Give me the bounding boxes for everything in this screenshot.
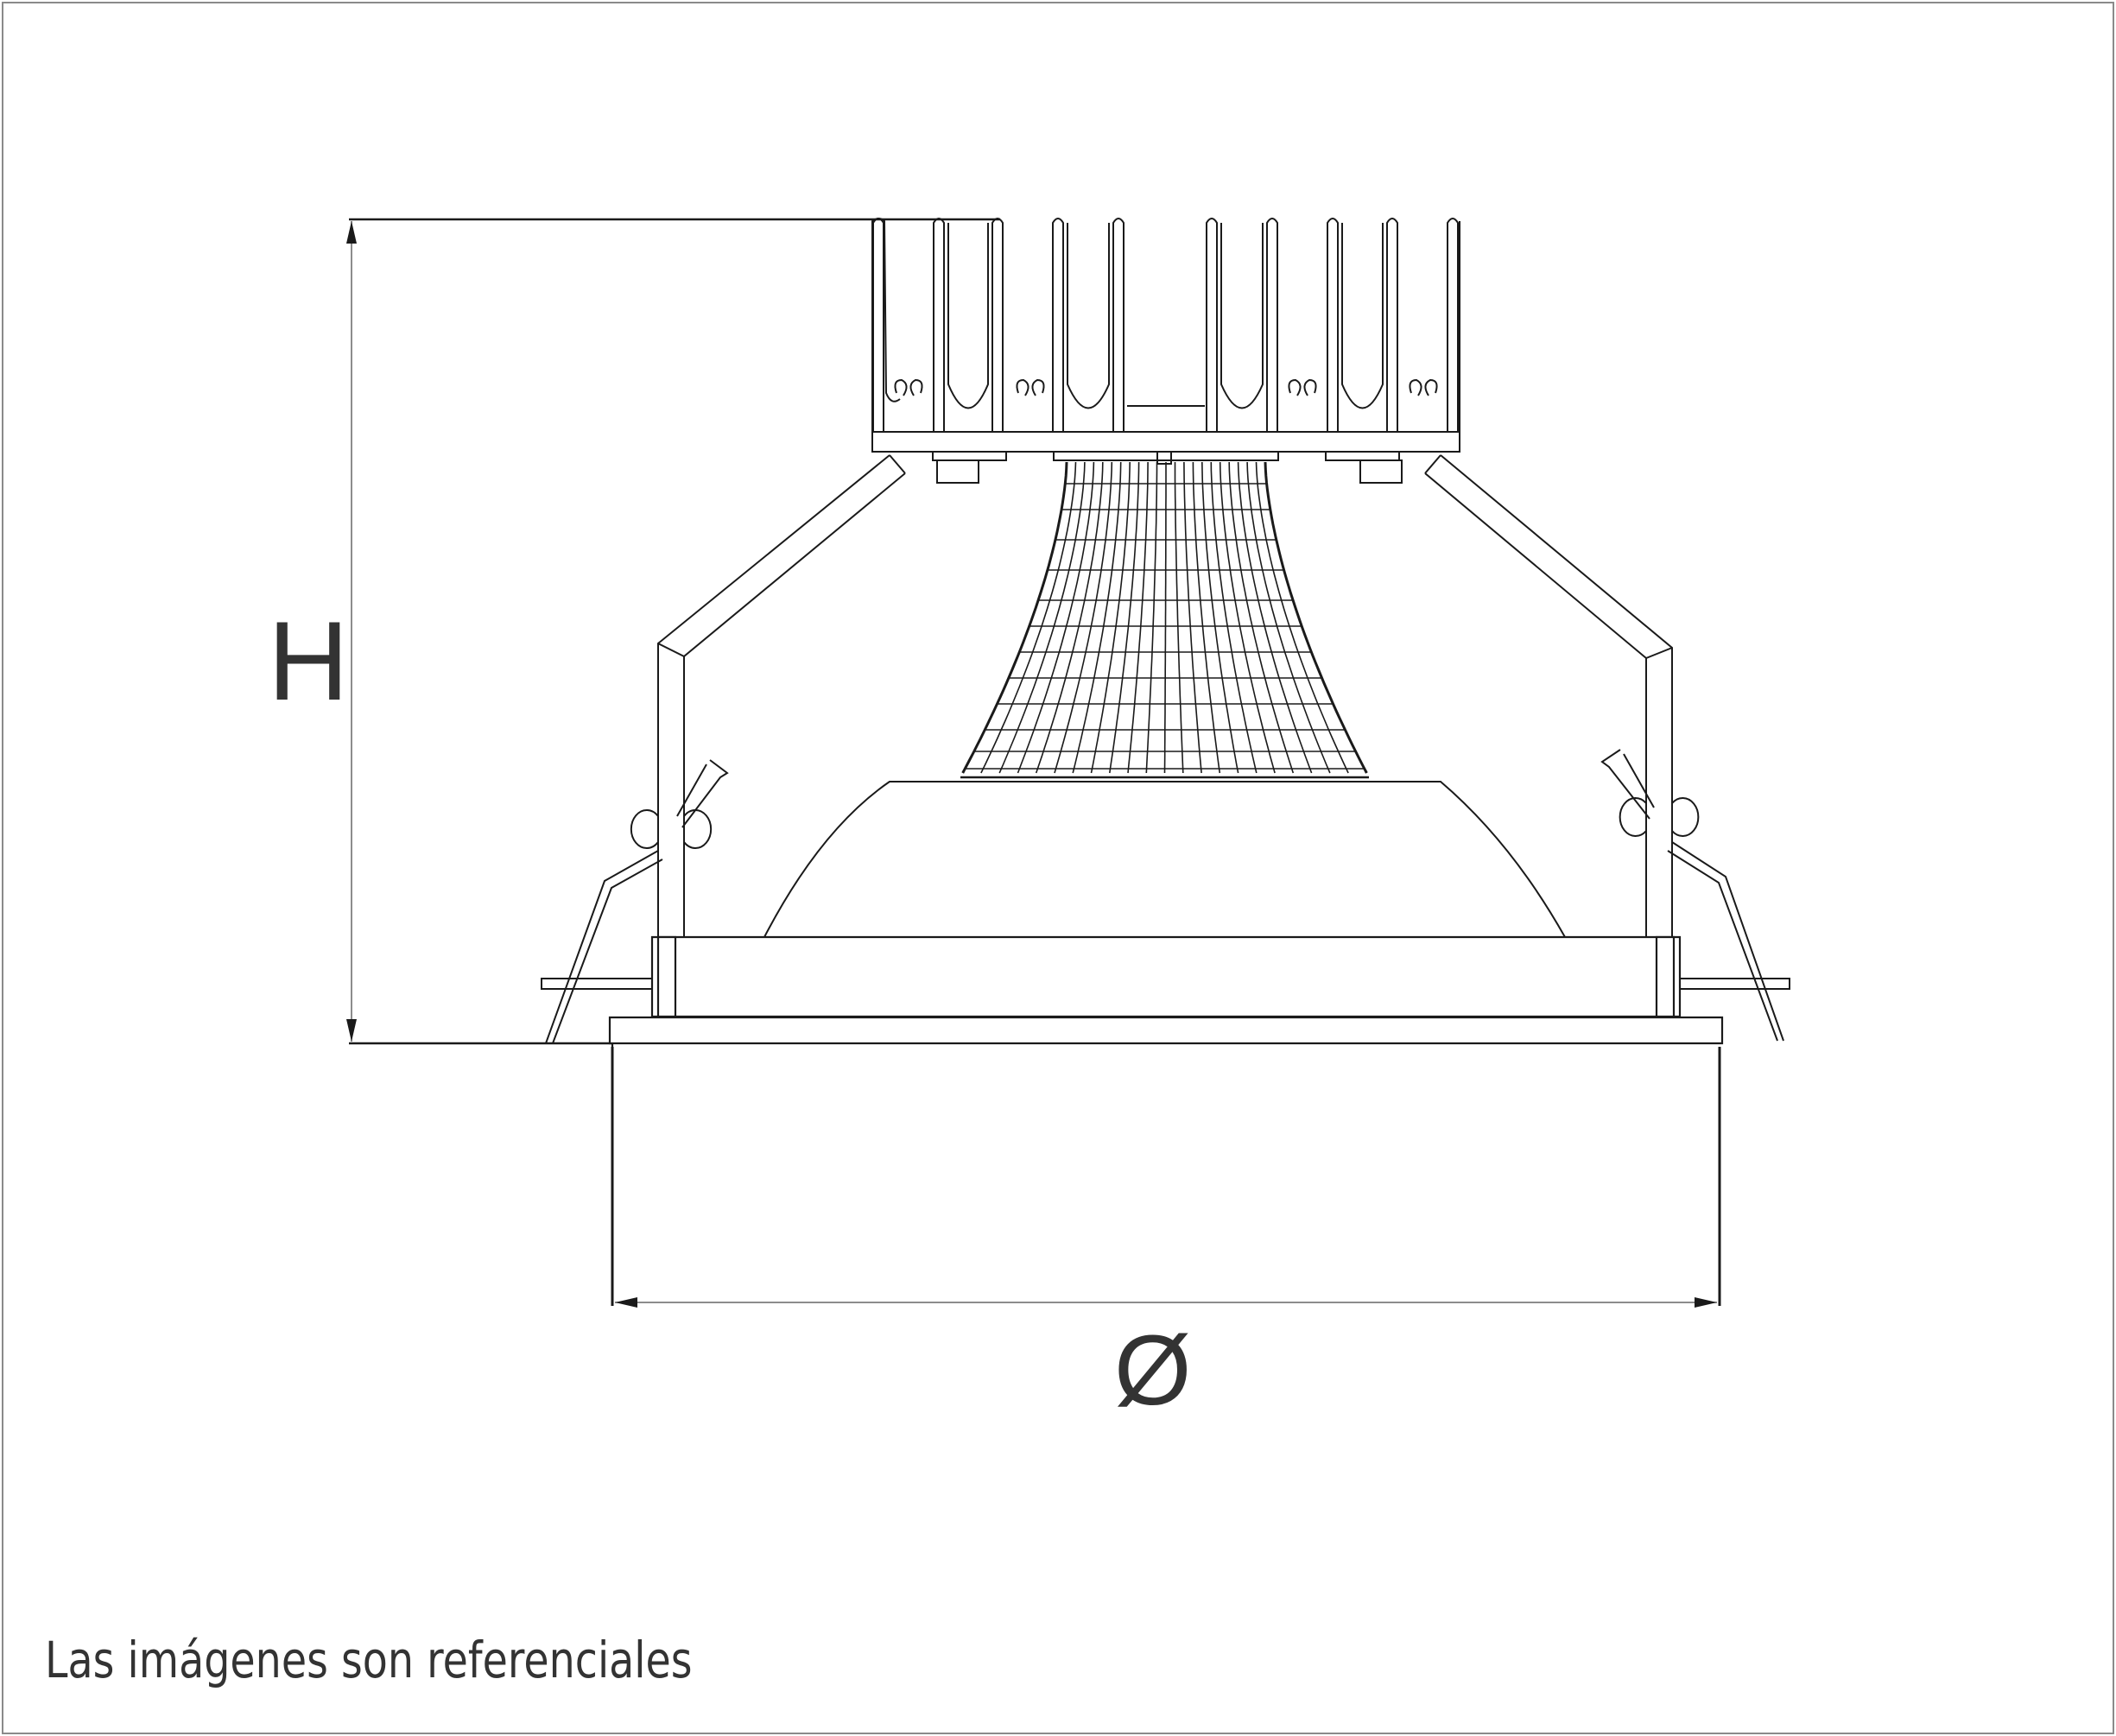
height-dimension-label: H bbox=[268, 598, 349, 724]
cone-meridian bbox=[1211, 462, 1257, 773]
heatsink-fin bbox=[992, 219, 1003, 432]
cone-meridian bbox=[1202, 462, 1239, 773]
mounting-brackets bbox=[542, 455, 1790, 1043]
cone-outline-right bbox=[1265, 462, 1366, 773]
heatsink-fin bbox=[1053, 219, 1063, 432]
cone-meridian bbox=[1128, 462, 1148, 773]
cone-meridian bbox=[1073, 462, 1121, 773]
heatsink bbox=[872, 219, 1460, 483]
heatsink-keyhole bbox=[1289, 380, 1315, 396]
reflector-cone bbox=[960, 462, 1369, 777]
cone-meridian bbox=[1229, 462, 1293, 773]
heatsink-keyhole bbox=[1017, 380, 1043, 396]
cone-meridian bbox=[1146, 462, 1156, 773]
heatsink-fin bbox=[1327, 219, 1338, 432]
cone-meridian bbox=[1184, 462, 1201, 773]
cone-meridian bbox=[999, 462, 1085, 773]
cone-meridian bbox=[1092, 462, 1131, 773]
heatsink-channel bbox=[1221, 223, 1263, 409]
trim-ring bbox=[610, 937, 1722, 1047]
cone-meridian bbox=[1239, 462, 1312, 773]
reference-images-caption: Las imágenes son referenciales bbox=[45, 1631, 693, 1689]
heatsink-keyhole bbox=[1410, 380, 1436, 396]
diameter-dimension bbox=[612, 1047, 1720, 1308]
cone-meridian bbox=[1018, 462, 1094, 773]
cone-meridian bbox=[1055, 462, 1112, 773]
cone-meridian bbox=[1247, 462, 1330, 773]
cone-meridian bbox=[1175, 462, 1183, 773]
heatsink-fin bbox=[1207, 219, 1217, 432]
heatsink-fin bbox=[1387, 219, 1397, 432]
cone-meridian bbox=[1036, 462, 1103, 773]
cone-meridian bbox=[981, 462, 1076, 773]
heatsink-fin bbox=[1267, 219, 1277, 432]
lamp-dome bbox=[764, 782, 1565, 937]
cone-meridian bbox=[1165, 462, 1167, 773]
heatsink-fin bbox=[1448, 219, 1458, 432]
heatsink-keyhole bbox=[895, 380, 922, 396]
heatsink-fin bbox=[934, 219, 944, 432]
cone-meridian bbox=[1110, 462, 1139, 773]
height-dimension bbox=[346, 219, 1000, 1043]
cone-meridian bbox=[1257, 462, 1349, 773]
heatsink-fin bbox=[1113, 219, 1124, 432]
heatsink-channel bbox=[948, 223, 988, 409]
cone-meridian bbox=[1193, 462, 1220, 773]
heatsink-channel bbox=[1068, 223, 1109, 409]
diameter-dimension-label: Ø bbox=[1114, 1315, 1192, 1426]
heatsink-fin bbox=[873, 219, 884, 432]
heatsink-channel bbox=[1342, 223, 1383, 409]
cone-meridian bbox=[1220, 462, 1275, 773]
cone-outline-left bbox=[963, 462, 1067, 773]
